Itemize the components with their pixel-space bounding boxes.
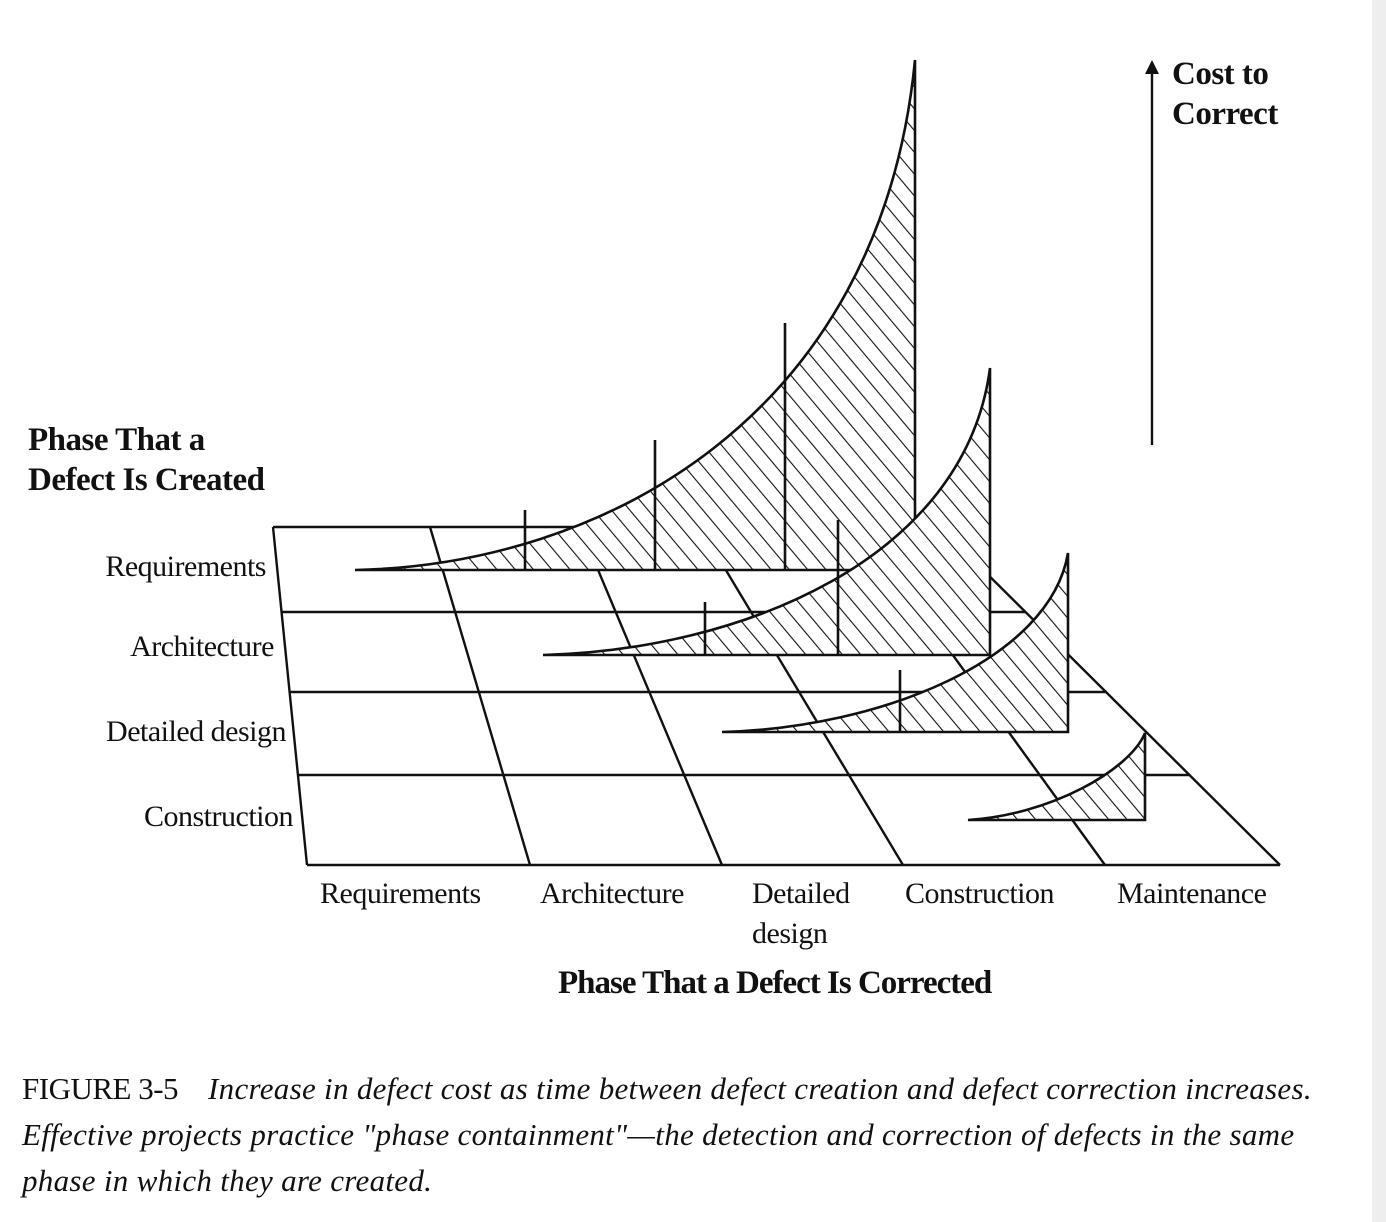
arrow-up-icon [1145,60,1159,74]
row-label-requirements: Requirements [105,550,266,583]
cost-shape-construction [967,732,1147,822]
col-label-requirements: Requirements [320,877,481,910]
col-label-line: design [752,917,828,950]
figure-caption: FIGURE 3-5 Increase in defect cost as tim… [22,1066,1352,1204]
cost-shape-architecture [542,367,992,657]
cost-axis-label-line: Cost to [1172,56,1269,92]
col-label-architecture: Architecture [540,877,684,910]
col-label-maintenance: Maintenance [1117,877,1267,910]
row-label-detailed-design: Detailed design [106,715,286,748]
row-label-construction: Construction [144,800,294,833]
col-label-construction: Construction [905,877,1055,910]
figure-label: FIGURE 3-5 [22,1071,179,1106]
cost-axis-arrow [1145,60,1159,445]
row-axis-title: Phase That a Defect Is Created [28,420,265,500]
cost-shape-requirements [354,59,917,572]
cost-axis-label: Cost to Correct [1172,54,1278,134]
cost-shape-detailed-design [721,552,1070,734]
row-axis-title-line: Defect Is Created [28,462,265,498]
caption-text: Increase in defect cost as time between … [22,1071,1312,1198]
page-edge [1372,0,1386,1222]
column-axis-title: Phase That a Defect Is Corrected [558,965,992,1001]
row-axis-title-line: Phase That a [28,422,205,458]
col-label-line: Detailed [752,877,850,910]
grid-left-edge [271,526,309,866]
cost-axis-label-line: Correct [1172,96,1278,132]
row-label-architecture: Architecture [130,630,274,663]
grid-right-edge [939,526,1281,866]
grid-col-line [578,526,724,866]
grid-col-line [698,526,905,866]
grid-col-line [428,526,532,866]
col-label-detailed-design: Detailed design [752,874,850,954]
